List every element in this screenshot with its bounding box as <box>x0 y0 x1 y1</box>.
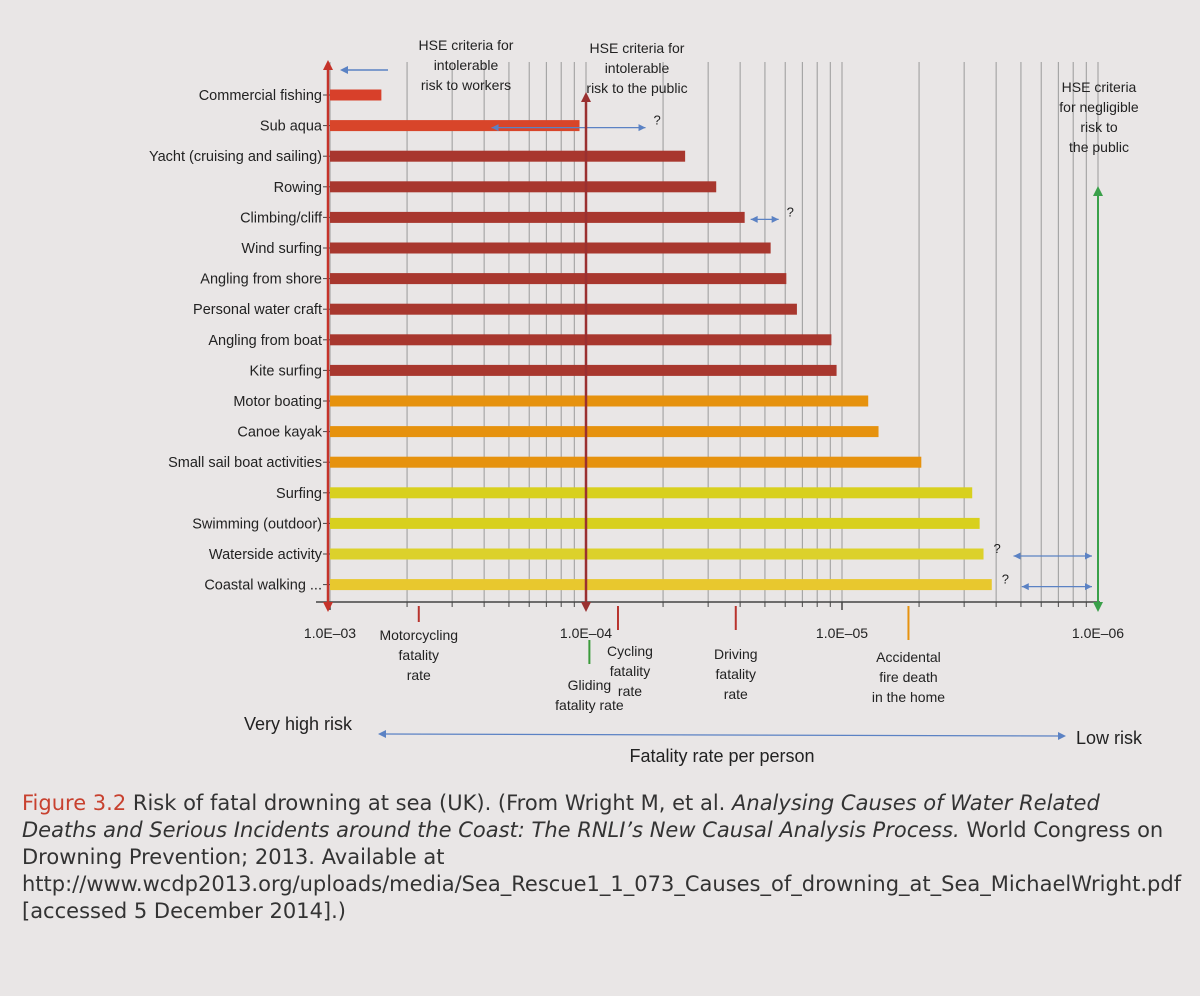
x-tick-label: 1.0E–03 <box>304 625 356 641</box>
criteria-workers-label-line: HSE criteria for <box>419 37 514 53</box>
x-tick-label: 1.0E–06 <box>1072 625 1124 641</box>
criteria-negligible-label-line: risk to <box>1080 119 1118 135</box>
bar <box>330 89 382 101</box>
bar <box>330 303 797 315</box>
reference-marker-label-line: rate <box>407 667 431 683</box>
bar <box>330 120 580 132</box>
bar <box>330 242 771 254</box>
bar <box>330 579 992 591</box>
reference-marker-label-line: fatality <box>716 666 756 682</box>
uncertainty-arrowhead <box>750 215 758 223</box>
x-axis-title: Fatality rate per person <box>629 746 814 766</box>
public-criteria-arrowhead <box>581 92 591 102</box>
uncertainty-mark: ? <box>1002 572 1009 587</box>
category-label: Small sail boat activities <box>168 455 322 471</box>
criteria-negligible-label-line: for negligible <box>1059 99 1139 115</box>
workers-criteria-arrowhead <box>323 60 333 70</box>
category-label: Angling from boat <box>208 333 322 349</box>
category-label: Kite surfing <box>249 363 322 379</box>
risk-scale-arrow <box>383 733 1061 737</box>
bar <box>330 548 984 560</box>
uncertainty-arrowhead <box>1013 552 1021 560</box>
category-label: Rowing <box>274 180 322 196</box>
bar <box>330 395 869 407</box>
bar <box>330 150 686 162</box>
reference-marker-label-line: Motorcycling <box>379 627 458 643</box>
criteria-workers-label-line: risk to workers <box>421 77 511 93</box>
uncertainty-arrowhead <box>1021 583 1029 591</box>
reference-marker-label-line: fire death <box>879 669 937 685</box>
category-label: Wind surfing <box>241 241 322 257</box>
reference-marker-label-line: rate <box>618 683 642 699</box>
category-label: Personal water craft <box>193 302 322 318</box>
negligible-criteria-arrowhead <box>1093 602 1103 612</box>
bar <box>330 273 787 285</box>
category-label: Coastal walking ... <box>204 578 322 594</box>
reference-marker-label-line: fatality <box>399 647 439 663</box>
uncertainty-mark: ? <box>994 541 1001 556</box>
workers-criteria-arrowhead <box>323 602 333 612</box>
category-label: Motor boating <box>233 394 322 410</box>
low-risk-label: Low risk <box>1076 728 1143 748</box>
uncertainty-mark: ? <box>654 113 661 128</box>
reference-marker-label-line: in the home <box>872 689 945 705</box>
drowning-risk-chart: 1.0E–03 1.0E–04 1.0E–05 1.0E–06 Commercial f… <box>149 37 1143 766</box>
criteria-negligible-label-line: HSE criteria <box>1062 79 1137 95</box>
x-tick-label: 1.0E–04 <box>560 625 612 641</box>
bar <box>330 456 922 468</box>
caption-text-2: World Congress on Drowning Prevention; 2… <box>22 818 1182 923</box>
category-label: Sub aqua <box>260 119 323 135</box>
criteria-public-label-line: intolerable <box>605 60 670 76</box>
uncertainty-arrowhead <box>1085 552 1092 560</box>
caption-text-1: Risk of fatal drowning at sea (UK). (Fro… <box>126 791 733 815</box>
x-tick-label: 1.0E–05 <box>816 625 868 641</box>
category-label: Angling from shore <box>200 272 322 288</box>
reference-marker-label-line: Gliding <box>568 677 612 693</box>
caption-title: Analysing Causes of Water Related Deaths… <box>22 791 1100 842</box>
workers-direction-arrowhead <box>340 66 348 74</box>
risk-scale-arrowhead <box>378 730 386 738</box>
figure-caption: Figure 3.2 Risk of fatal drowning at sea… <box>22 790 1181 925</box>
category-label: Swimming (outdoor) <box>192 516 322 532</box>
category-label: Canoe kayak <box>237 425 322 441</box>
reference-marker-label-line: rate <box>724 686 748 702</box>
bar <box>330 517 980 529</box>
uncertainty-arrowhead <box>638 124 646 132</box>
bar <box>330 487 973 499</box>
reference-marker-label-line: fatality <box>610 663 650 679</box>
category-label: Commercial fishing <box>199 88 322 104</box>
bar <box>330 364 837 376</box>
reference-marker-label-line: Accidental <box>876 649 941 665</box>
criteria-workers-label-line: intolerable <box>434 57 499 73</box>
very-high-risk-label: Very high risk <box>244 714 353 734</box>
category-label: Surfing <box>276 486 322 502</box>
criteria-public-label-line: risk to the public <box>586 80 687 96</box>
uncertainty-mark: ? <box>787 204 794 219</box>
reference-marker-label-line: Cycling <box>607 643 653 659</box>
negligible-criteria-arrowhead <box>1093 186 1103 196</box>
category-label: Climbing/cliff <box>240 210 323 226</box>
uncertainty-arrowhead <box>491 124 499 132</box>
bar <box>330 211 745 223</box>
uncertainty-arrowhead <box>1085 583 1092 591</box>
uncertainty-arrowhead <box>771 215 779 223</box>
bar <box>330 426 879 438</box>
public-criteria-arrowhead <box>581 602 591 612</box>
reference-marker-label-line: Driving <box>714 646 758 662</box>
bar <box>330 334 832 346</box>
criteria-negligible-label-line: the public <box>1069 139 1129 155</box>
figure-label: Figure 3.2 <box>22 791 127 815</box>
reference-marker-label-line: fatality rate <box>555 697 624 713</box>
criteria-public-label-line: HSE criteria for <box>590 40 685 56</box>
risk-scale-arrowhead <box>1058 732 1066 740</box>
category-label: Yacht (cruising and sailing) <box>149 149 322 165</box>
category-label: Waterside activity <box>209 547 323 563</box>
bar <box>330 181 717 193</box>
